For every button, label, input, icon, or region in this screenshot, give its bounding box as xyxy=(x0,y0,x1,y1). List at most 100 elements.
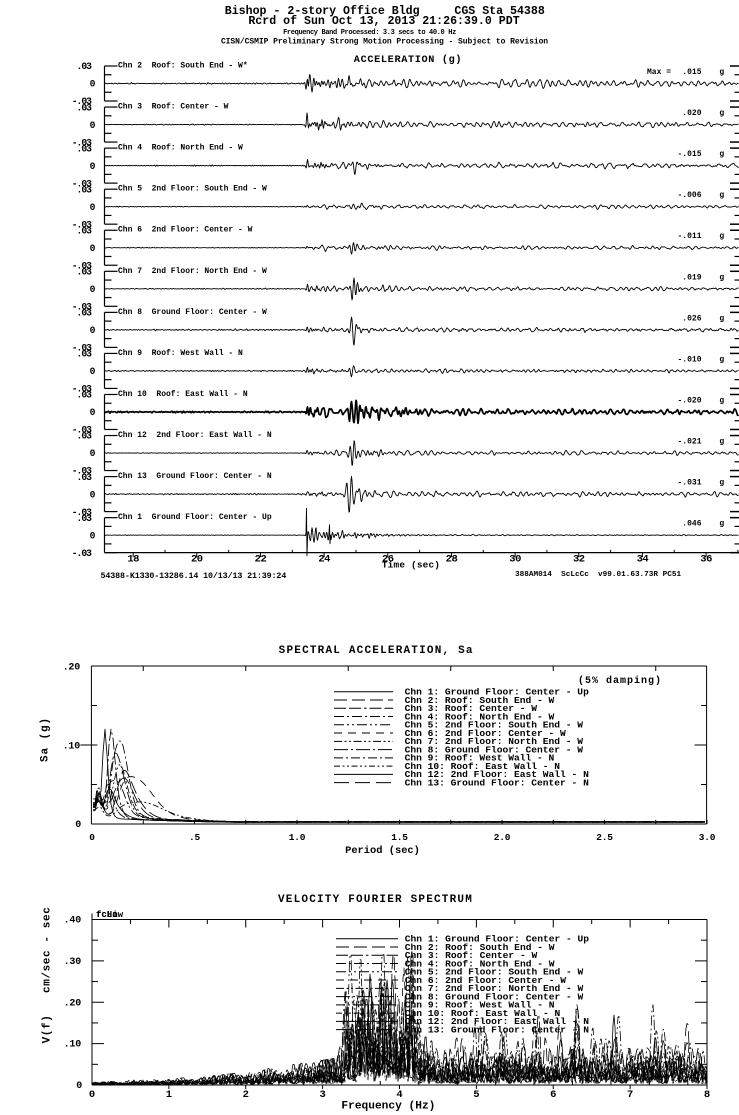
svg-text:.03: .03 xyxy=(77,390,93,401)
svg-text:.026: .026 xyxy=(682,314,701,323)
svg-text:V(f) cm/sec - sec: V(f) cm/sec - sec xyxy=(42,907,54,1044)
svg-text:Chn 2: Roof: South End - W: Chn 2: Roof: South End - W xyxy=(405,695,555,706)
svg-text:32: 32 xyxy=(573,554,585,566)
svg-text:Chn 4: Roof: North End - W: Chn 4: Roof: North End - W xyxy=(405,958,555,969)
svg-text:0: 0 xyxy=(90,489,96,500)
svg-text:g: g xyxy=(719,355,724,364)
svg-text:Frequency Band Processed: 3.3: Frequency Band Processed: 3.3 secs to 40… xyxy=(283,29,456,37)
svg-text:.20: .20 xyxy=(64,998,82,1009)
svg-text:Chn 12: 2nd Floor: East Wall -: Chn 12: 2nd Floor: East Wall - N xyxy=(405,1016,589,1027)
svg-text:Chn 13: Ground Floor: Center -: Chn 13: Ground Floor: Center - N xyxy=(405,1024,589,1035)
svg-text:36: 36 xyxy=(700,554,712,566)
svg-text:30: 30 xyxy=(509,554,521,566)
svg-text:1.0: 1.0 xyxy=(289,832,306,843)
svg-text:54388-K1330-13286.14 10/13/13: 54388-K1330-13286.14 10/13/13 21:39:24 xyxy=(101,571,287,581)
svg-text:.03: .03 xyxy=(77,267,93,278)
svg-text:Chn 3: Roof: Center - W: Chn 3: Roof: Center - W xyxy=(405,950,538,961)
svg-text:0: 0 xyxy=(90,79,96,90)
svg-text:Chn 1 Ground Floor: Center -: Chn 1 Ground Floor: Center - Up xyxy=(118,513,272,522)
svg-text:Period (sec): Period (sec) xyxy=(345,845,420,857)
svg-text:.03: .03 xyxy=(77,184,93,195)
svg-text:.10: .10 xyxy=(63,742,81,753)
svg-text:0: 0 xyxy=(90,407,96,418)
svg-text:0: 0 xyxy=(89,1089,95,1101)
svg-text:Frequency (Hz): Frequency (Hz) xyxy=(341,1100,435,1112)
svg-text:Chn 10 Roof: East Wall - N: Chn 10 Roof: East Wall - N xyxy=(118,390,248,399)
svg-text:-.03: -.03 xyxy=(72,384,92,395)
svg-text:Max =: Max = xyxy=(647,68,671,77)
svg-text:.015: .015 xyxy=(682,68,701,77)
svg-text:-.03: -.03 xyxy=(72,260,92,271)
svg-text:7: 7 xyxy=(627,1089,633,1101)
svg-text:2: 2 xyxy=(243,1089,249,1101)
svg-text:.03: .03 xyxy=(77,349,93,360)
svg-text:Chn 4: Roof: North End - W: Chn 4: Roof: North End - W xyxy=(405,711,555,722)
svg-text:.046: .046 xyxy=(682,520,701,529)
svg-text:2.5: 2.5 xyxy=(596,832,613,843)
svg-text:.03: .03 xyxy=(77,61,93,72)
svg-text:Chn 9 Roof: West Wall - N: Chn 9 Roof: West Wall - N xyxy=(118,349,243,358)
svg-text:CISN/CSMIP Preliminary Strong: CISN/CSMIP Preliminary Strong Motion Pro… xyxy=(221,38,548,47)
svg-text:Rcrd of Sun Oct 13, 2013 21:26: Rcrd of Sun Oct 13, 2013 21:26:39.0 PDT xyxy=(248,15,519,28)
svg-text:g: g xyxy=(719,109,724,118)
svg-text:Chn 8: Ground Floor: Center -: Chn 8: Ground Floor: Center - W xyxy=(405,991,584,1002)
svg-text:Chn 5: 2nd Floor: South End -: Chn 5: 2nd Floor: South End - W xyxy=(405,967,584,978)
svg-text:-.03: -.03 xyxy=(72,425,92,436)
svg-text:Chn 6: 2nd Floor: Center - W: Chn 6: 2nd Floor: Center - W xyxy=(405,975,566,986)
svg-text:-.03: -.03 xyxy=(72,96,92,107)
svg-text:-.020: -.020 xyxy=(677,396,701,405)
svg-text:0: 0 xyxy=(90,448,96,459)
svg-text:1.5: 1.5 xyxy=(391,832,408,843)
svg-text:.10: .10 xyxy=(64,1040,82,1051)
svg-text:.03: .03 xyxy=(77,472,93,483)
svg-text:0: 0 xyxy=(90,243,96,254)
svg-text:Chn 7: 2nd Floor: North End -: Chn 7: 2nd Floor: North End - W xyxy=(405,736,584,747)
svg-text:22: 22 xyxy=(255,554,267,566)
svg-text:Time (sec): Time (sec) xyxy=(382,560,440,571)
svg-text:g: g xyxy=(719,520,724,529)
svg-text:-.03: -.03 xyxy=(72,507,92,518)
svg-text:.5: .5 xyxy=(189,832,201,843)
svg-text:Chn 2 Roof: South End - W*: Chn 2 Roof: South End - W* xyxy=(118,62,248,71)
svg-text:Chn 1: Ground Floor: Center -: Chn 1: Ground Floor: Center - Up xyxy=(405,687,589,698)
svg-text:.03: .03 xyxy=(77,102,93,113)
svg-text:Sa (g): Sa (g) xyxy=(40,717,52,762)
svg-text:g: g xyxy=(719,232,724,241)
svg-text:0: 0 xyxy=(90,530,96,541)
svg-text:Chn 6: 2nd Floor: Center - W: Chn 6: 2nd Floor: Center - W xyxy=(405,728,566,739)
svg-text:.019: .019 xyxy=(682,273,701,282)
svg-text:Chn 3 Roof: Center - W: Chn 3 Roof: Center - W xyxy=(118,103,229,112)
svg-text:ACCELERATION (g): ACCELERATION (g) xyxy=(354,54,462,66)
svg-text:g: g xyxy=(719,314,724,323)
svg-text:g: g xyxy=(719,479,724,488)
svg-text:Chn 10: Roof: East Wall - N: Chn 10: Roof: East Wall - N xyxy=(405,1008,561,1019)
svg-text:(5% damping): (5% damping) xyxy=(578,675,662,687)
svg-text:-.021: -.021 xyxy=(677,438,701,447)
svg-text:g: g xyxy=(719,150,724,159)
svg-text:SPECTRAL ACCELERATION, Sa: SPECTRAL ACCELERATION, Sa xyxy=(279,645,474,657)
svg-text:Chn 9: Roof: West Wall - N: Chn 9: Roof: West Wall - N xyxy=(405,1000,555,1011)
svg-text:-.03: -.03 xyxy=(72,302,92,313)
svg-text:26: 26 xyxy=(382,554,394,566)
svg-text:-.03: -.03 xyxy=(72,178,92,189)
svg-text:g: g xyxy=(719,191,724,200)
svg-text:g: g xyxy=(719,68,724,77)
svg-text:.40: .40 xyxy=(64,916,82,927)
svg-text:.03: .03 xyxy=(77,225,93,236)
svg-text:.03: .03 xyxy=(77,431,93,442)
svg-text:-.011: -.011 xyxy=(677,232,701,241)
svg-text:0: 0 xyxy=(89,832,95,843)
svg-text:-.006: -.006 xyxy=(677,191,701,200)
svg-text:Chn 8 Ground Floor: Center -: Chn 8 Ground Floor: Center - W xyxy=(118,308,267,317)
svg-text:0: 0 xyxy=(76,1081,82,1092)
svg-text:.20: .20 xyxy=(63,663,81,674)
svg-text:2.0: 2.0 xyxy=(494,832,511,843)
svg-text:-.03: -.03 xyxy=(72,219,92,230)
svg-text:Chn 13 Ground Floor: Center -: Chn 13 Ground Floor: Center - N xyxy=(118,472,272,481)
svg-text:.03: .03 xyxy=(77,308,93,319)
svg-text:3.0: 3.0 xyxy=(699,832,716,843)
svg-text:Chn 8: Ground Floor: Center -: Chn 8: Ground Floor: Center - W xyxy=(405,744,584,755)
svg-text:-.03: -.03 xyxy=(72,343,92,354)
svg-text:-.015: -.015 xyxy=(677,150,701,159)
svg-text:.03: .03 xyxy=(77,143,93,154)
